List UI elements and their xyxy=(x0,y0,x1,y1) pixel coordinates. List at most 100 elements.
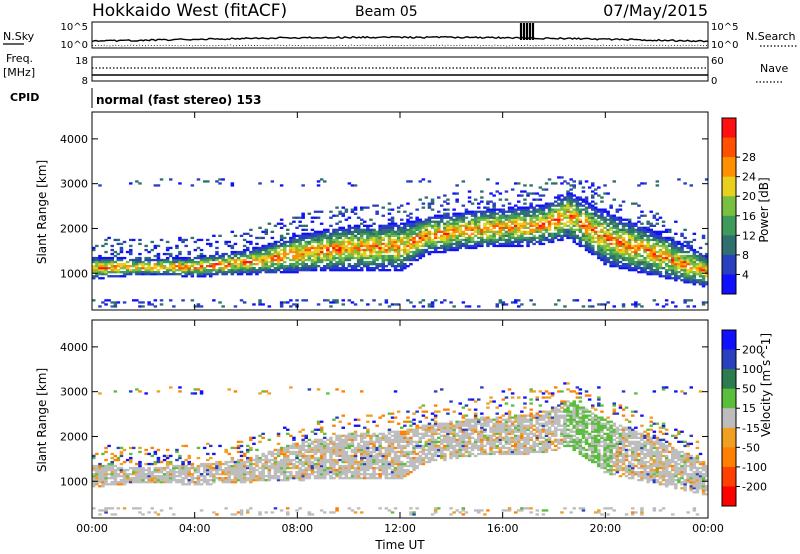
range-gate-cell xyxy=(369,246,373,250)
range-gate-cell xyxy=(353,456,358,460)
range-gate-cell xyxy=(597,230,601,233)
range-gate-cell xyxy=(375,210,379,213)
range-gate-cell xyxy=(480,214,484,217)
range-gate-cell xyxy=(190,481,195,484)
range-gate-cell xyxy=(332,256,336,260)
range-gate-cell xyxy=(584,220,589,223)
nsky-spikes xyxy=(519,23,535,40)
range-gate-cell xyxy=(129,244,133,248)
range-gate-cell xyxy=(292,246,296,250)
range-gate-cell xyxy=(384,452,389,456)
range-gate-cell xyxy=(246,246,250,250)
range-gate-cell xyxy=(384,258,389,262)
range-gate-cell xyxy=(510,230,515,233)
range-gate-cell xyxy=(390,511,395,514)
range-gate-cell xyxy=(698,269,703,272)
range-gate-cell xyxy=(319,250,324,254)
range-gate-cell xyxy=(356,507,361,510)
range-gate-cell xyxy=(313,210,318,213)
range-gate-cell xyxy=(270,475,275,478)
range-gate-cell xyxy=(686,305,690,308)
range-gate-cell xyxy=(249,458,253,462)
range-gate-cell xyxy=(387,260,392,264)
range-gate-cell xyxy=(631,260,635,264)
range-gate-cell xyxy=(255,271,259,274)
range-gate-cell xyxy=(215,271,219,274)
range-gate-cell xyxy=(618,228,623,231)
range-gate-cell xyxy=(541,232,546,235)
range-gate-cell xyxy=(366,260,370,264)
range-gate-cell xyxy=(569,210,573,213)
range-gate-cell xyxy=(135,180,139,183)
range-gate-cell xyxy=(338,454,342,458)
range-gate-cell xyxy=(307,240,312,244)
range-gate-cell xyxy=(279,258,284,262)
range-gate-cell xyxy=(132,269,136,272)
range-gate-cell xyxy=(455,248,459,252)
range-gate-cell xyxy=(578,236,583,240)
range-gate-cell xyxy=(153,460,158,464)
range-gate-cell xyxy=(193,305,198,308)
range-gate-cell xyxy=(323,450,327,454)
range-gate-cell xyxy=(295,216,299,219)
range-gate-cell xyxy=(304,246,308,250)
range-gate-cell xyxy=(467,236,472,240)
range-gate-cell xyxy=(443,230,447,233)
range-gate-cell xyxy=(646,246,650,250)
range-gate-cell xyxy=(307,388,312,391)
range-gate-cell xyxy=(147,477,151,480)
range-gate-cell xyxy=(495,238,499,242)
range-gate-cell xyxy=(443,246,447,250)
range-gate-cell xyxy=(347,468,352,472)
range-gate-cell xyxy=(335,450,339,454)
range-gate-cell xyxy=(283,224,287,227)
range-gate-cell xyxy=(668,269,672,272)
range-gate-cell xyxy=(689,254,693,258)
range-gate-cell xyxy=(107,507,111,510)
range-gate-cell xyxy=(289,471,293,474)
range-gate-cell xyxy=(107,462,111,466)
range-gate-cell xyxy=(295,477,299,480)
range-gate-cell xyxy=(575,210,580,213)
range-gate-cell xyxy=(261,254,265,258)
range-gate-cell xyxy=(119,256,124,260)
range-gate-cell xyxy=(510,226,515,229)
range-gate-cell xyxy=(446,238,450,242)
range-gate-cell xyxy=(440,220,444,223)
range-gate-cell xyxy=(652,273,657,276)
range-gate-cell xyxy=(98,466,102,470)
range-gate-cell xyxy=(252,303,256,306)
range-gate-cell xyxy=(603,220,607,223)
range-gate-cell xyxy=(295,269,299,272)
range-gate-cell xyxy=(615,236,620,240)
range-gate-cell xyxy=(156,260,161,264)
range-gate-cell xyxy=(332,468,336,472)
range-gate-cell xyxy=(646,238,650,242)
range-gate-cell xyxy=(310,460,315,464)
range-gate-cell xyxy=(116,483,121,486)
range-gate-cell xyxy=(627,246,632,250)
range-gate-cell xyxy=(242,452,247,456)
range-gate-cell xyxy=(520,194,524,197)
range-gate-cell xyxy=(356,450,361,454)
range-gate-cell xyxy=(612,248,616,252)
range-gate-cell xyxy=(233,513,238,516)
range-gate-cell xyxy=(387,462,392,466)
range-gate-cell xyxy=(683,279,687,282)
range-gate-cell xyxy=(129,456,133,460)
range-gate-cell xyxy=(307,513,312,516)
range-gate-cell xyxy=(430,242,435,246)
range-gate-cell xyxy=(384,265,389,268)
range-gate-cell xyxy=(606,258,610,262)
range-gate-cell xyxy=(159,481,164,484)
range-gate-cell xyxy=(135,388,139,391)
range-gate-cell xyxy=(387,234,392,237)
range-gate-cell xyxy=(461,224,466,227)
range-gate-cell xyxy=(307,468,312,472)
range-gate-cell xyxy=(640,238,644,242)
range-gate-cell xyxy=(649,230,653,233)
range-gate-cell xyxy=(350,301,355,304)
range-gate-cell xyxy=(446,244,450,248)
range-gate-cell xyxy=(153,258,158,262)
range-gate-cell xyxy=(258,458,262,462)
